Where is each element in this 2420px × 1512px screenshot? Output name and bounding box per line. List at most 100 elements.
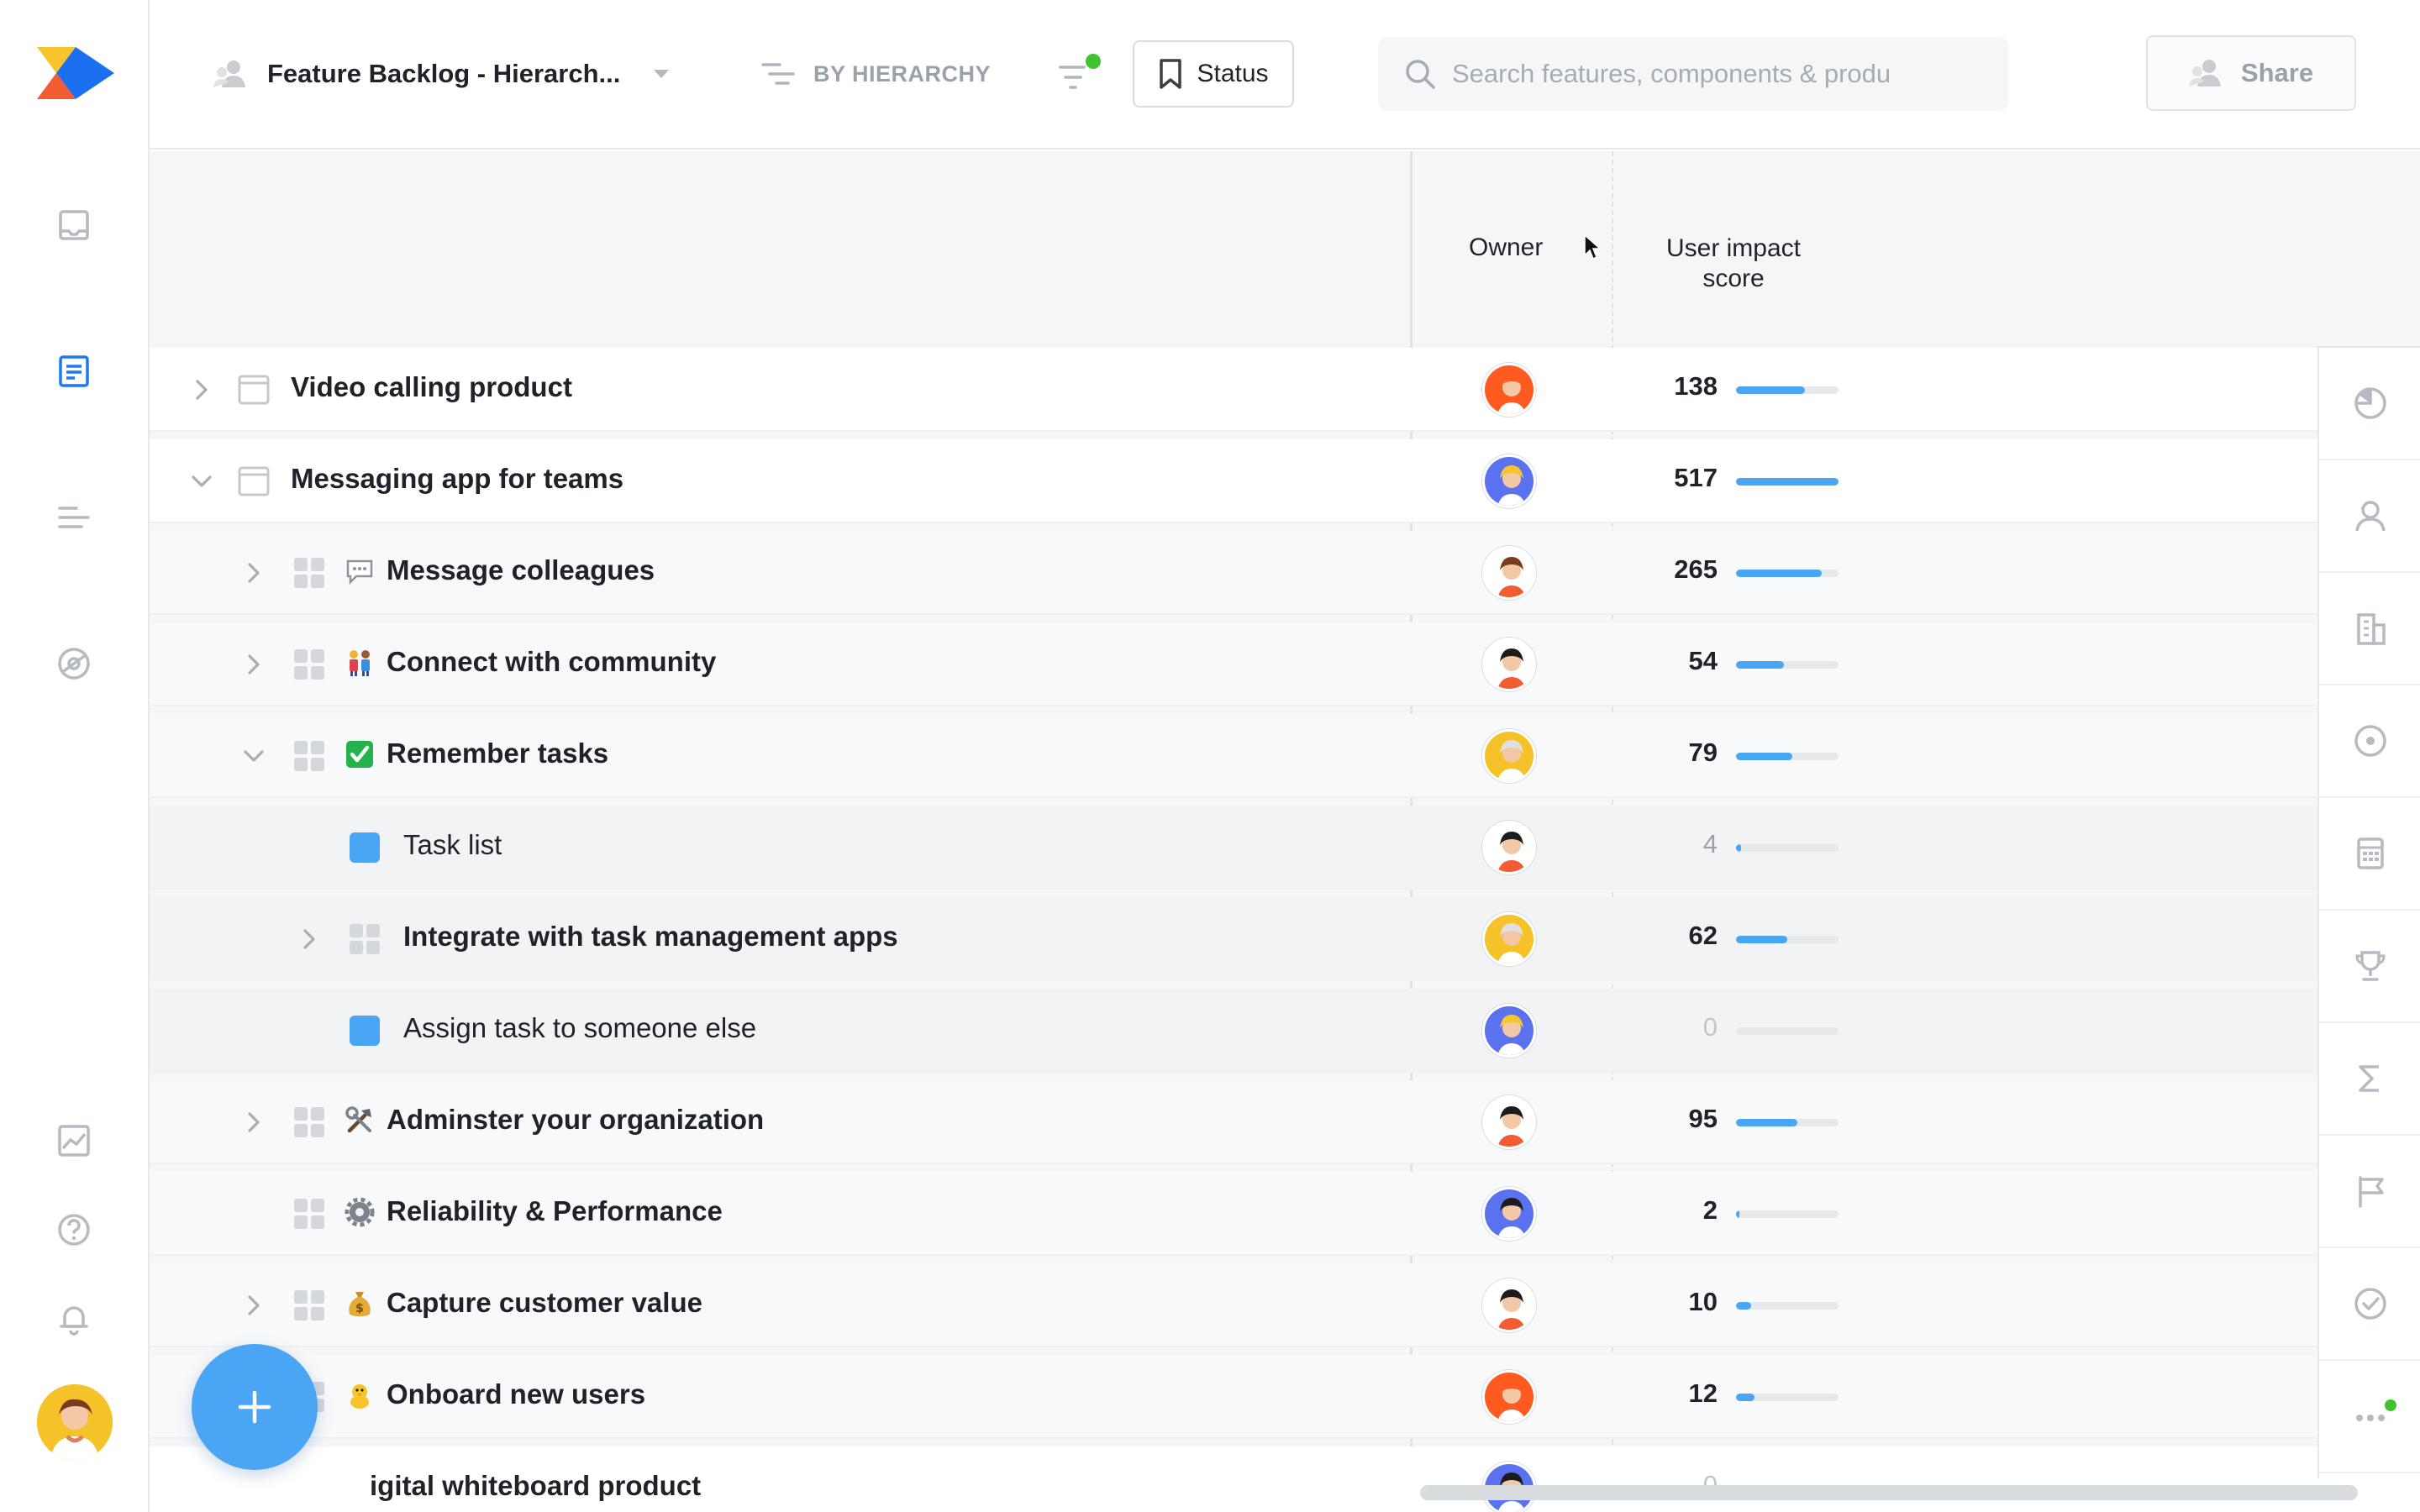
right-rail-calculator-button[interactable]	[2319, 798, 2420, 911]
chevron-right-icon[interactable]	[242, 561, 266, 585]
bell-icon[interactable]	[52, 1297, 96, 1341]
row-label[interactable]: Video calling product	[291, 371, 572, 402]
table-row-capture-customer-value[interactable]: $ Capture customer value 10	[150, 1263, 2420, 1347]
row-label[interactable]: Onboard new users	[387, 1378, 646, 1410]
insights-icon[interactable]	[52, 642, 96, 685]
table-row-connect-with-community[interactable]: Connect with community 54	[150, 622, 2420, 706]
owner-avatar[interactable]	[1482, 1187, 1536, 1241]
check-box-icon	[345, 739, 375, 773]
chevron-right-icon[interactable]	[242, 1110, 266, 1134]
row-label[interactable]: Task list	[403, 829, 502, 860]
table-row-message-colleagues[interactable]: Message colleagues 265	[150, 531, 2420, 615]
row-label[interactable]: igital whiteboard product	[370, 1470, 702, 1501]
share-button[interactable]: Share	[2146, 35, 2356, 111]
table-row-task-list[interactable]: Task list 4	[150, 806, 2420, 890]
tools-icon	[345, 1105, 375, 1139]
column-header-owner[interactable]: Owner	[1469, 234, 1544, 261]
right-rail-check-circle-button[interactable]	[2319, 1248, 2420, 1361]
column-header-user-impact[interactable]: User impact score	[1654, 234, 1813, 294]
right-rail-trophy-button[interactable]	[2319, 911, 2420, 1023]
table-row-digital-whiteboard-product[interactable]: igital whiteboard product0	[150, 1446, 2420, 1512]
score-bar-fill	[1736, 844, 1742, 852]
table-row-messaging-app-for-teams[interactable]: Messaging app for teams 517	[150, 439, 2420, 523]
status-button[interactable]: Status	[1133, 40, 1294, 108]
component-icon	[292, 1105, 326, 1139]
row-label[interactable]: Remember tasks	[387, 738, 609, 769]
row-label[interactable]: Connect with community	[387, 646, 717, 677]
row-label[interactable]: Message colleagues	[387, 554, 655, 585]
right-rail-sigma-button[interactable]	[2319, 1023, 2420, 1136]
table-row-remember-tasks[interactable]: Remember tasks 79	[150, 714, 2420, 798]
board-selector[interactable]: Feature Backlog - Hierarch...	[213, 50, 670, 97]
search-box[interactable]	[1378, 37, 2008, 111]
mouse-cursor-icon	[1584, 234, 1602, 260]
left-rail	[0, 0, 150, 1512]
owner-avatar[interactable]	[1482, 546, 1536, 600]
score-bar	[1736, 936, 1839, 943]
horizontal-scrollbar[interactable]	[1420, 1485, 2358, 1500]
board-title: Feature Backlog - Hierarch...	[267, 59, 621, 88]
row-label[interactable]: Adminster your organization	[387, 1104, 765, 1135]
row-label[interactable]: Reliability & Performance	[387, 1195, 723, 1226]
component-icon	[292, 739, 326, 773]
owner-avatar[interactable]	[1482, 1095, 1536, 1149]
calculator-icon	[2352, 835, 2389, 872]
productboard-logo[interactable]	[37, 47, 114, 99]
row-label[interactable]: Assign task to someone else	[403, 1012, 757, 1043]
feature-icon	[348, 831, 381, 864]
user-avatar[interactable]	[37, 1384, 113, 1460]
owner-avatar[interactable]	[1482, 454, 1536, 508]
owner-avatar[interactable]	[1482, 912, 1536, 966]
chevron-down-icon[interactable]	[190, 470, 213, 493]
user-impact-score: 517	[1674, 463, 1718, 492]
right-rail-more-button[interactable]	[2319, 1361, 2420, 1473]
row-label[interactable]: Capture customer value	[387, 1287, 702, 1318]
user-impact-score: 12	[1688, 1378, 1718, 1408]
check-circle-icon	[2352, 1285, 2389, 1322]
add-button[interactable]	[192, 1344, 318, 1470]
user-impact-score: 2	[1702, 1195, 1718, 1225]
chevron-right-icon[interactable]	[297, 927, 321, 951]
owner-avatar[interactable]	[1482, 1370, 1536, 1424]
chevron-right-icon[interactable]	[190, 378, 213, 402]
chevron-right-icon[interactable]	[242, 653, 266, 676]
notes-icon[interactable]	[52, 349, 96, 393]
chevron-down-icon[interactable]	[654, 70, 670, 78]
right-rail-building-button[interactable]	[2319, 573, 2420, 685]
owner-avatar[interactable]	[1482, 638, 1536, 691]
score-bar	[1736, 570, 1839, 577]
inbox-icon[interactable]	[52, 203, 96, 247]
user-impact-score: 4	[1702, 829, 1718, 858]
owner-avatar[interactable]	[1482, 821, 1536, 874]
right-rail-flag-button[interactable]	[2319, 1136, 2420, 1248]
right-rail-pie-button[interactable]	[2319, 348, 2420, 460]
chevron-down-icon[interactable]	[242, 744, 266, 768]
table-row-adminster-your-organization[interactable]: Adminster your organization 95	[150, 1080, 2420, 1164]
chevron-right-icon[interactable]	[242, 1294, 266, 1317]
owner-avatar[interactable]	[1482, 1004, 1536, 1058]
table-row-video-calling-product[interactable]: Video calling product 138	[150, 348, 2420, 432]
row-label[interactable]: Integrate with task management apps	[403, 921, 898, 952]
score-bar-fill	[1736, 661, 1785, 669]
score-bar-fill	[1736, 478, 1839, 486]
search-input[interactable]	[1452, 59, 1981, 89]
filter-button[interactable]	[1055, 50, 1104, 97]
table-row-integrate-with-task-management-apps[interactable]: Integrate with task management apps 62	[150, 897, 2420, 981]
view-hierarchy-button[interactable]: BY HIERARCHY	[761, 52, 991, 96]
score-bar-fill	[1736, 570, 1823, 577]
owner-avatar[interactable]	[1482, 1278, 1536, 1332]
right-rail-target-button[interactable]	[2319, 685, 2420, 798]
help-icon[interactable]	[52, 1208, 96, 1252]
owner-avatar[interactable]	[1482, 729, 1536, 783]
score-bar	[1736, 1119, 1839, 1126]
right-rail-person-button[interactable]	[2319, 460, 2420, 573]
row-label[interactable]: Messaging app for teams	[291, 463, 624, 494]
pie-icon	[2352, 385, 2389, 422]
table-row-onboard-new-users[interactable]: Onboard new users 12	[150, 1355, 2420, 1439]
table-row-reliability-performance[interactable]: Reliability & Performance 2	[150, 1172, 2420, 1256]
score-bar	[1736, 661, 1839, 669]
table-row-assign-task-to-someone-else[interactable]: Assign task to someone else 0	[150, 989, 2420, 1073]
owner-avatar[interactable]	[1482, 363, 1536, 417]
roadmap-icon[interactable]	[52, 496, 96, 539]
analytics-icon[interactable]	[52, 1119, 96, 1163]
